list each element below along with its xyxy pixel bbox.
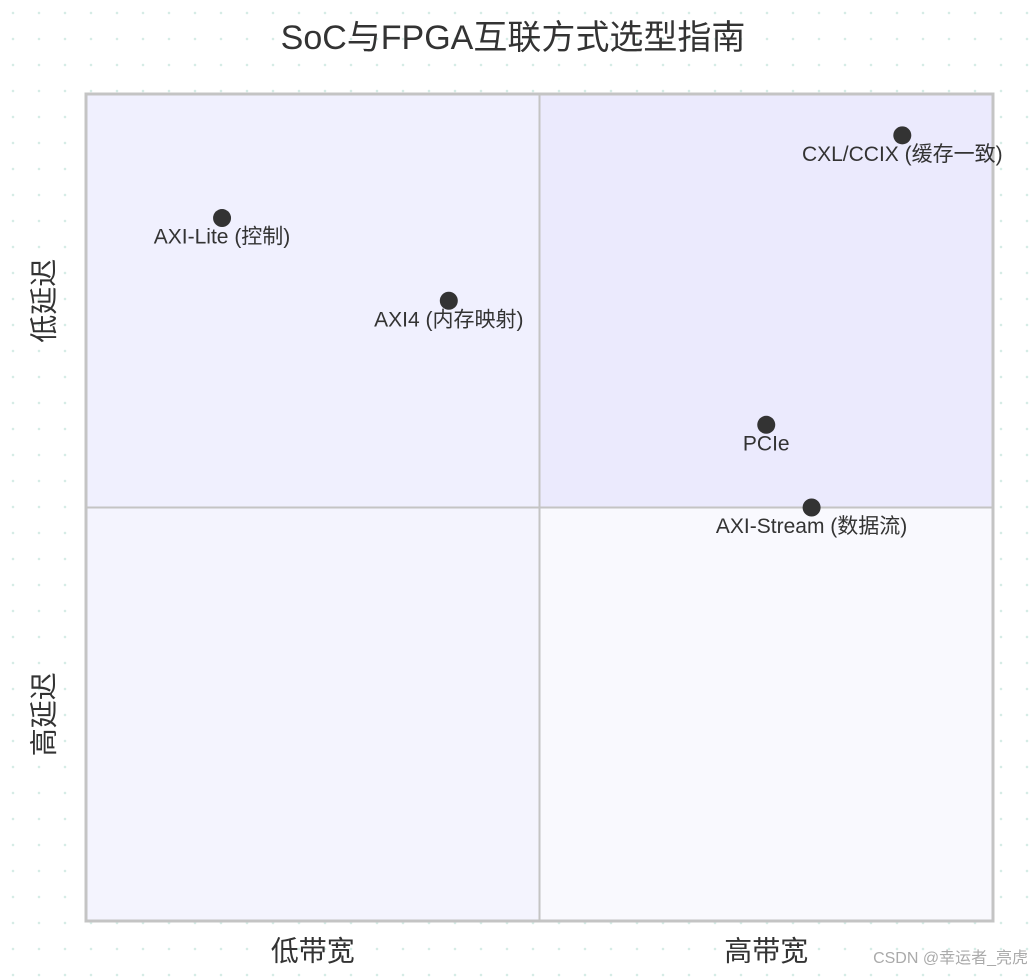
point (802, 498, 821, 517)
point (439, 291, 458, 310)
quadrant (539, 507, 993, 921)
quadrant (86, 94, 540, 508)
point (893, 126, 912, 145)
y-axis-label: 低延迟 (28, 259, 59, 343)
point-label: AXI-Stream (数据流) (716, 515, 907, 538)
x-axis-label: 高带宽 (724, 935, 808, 966)
point-label: AXI-Lite (控制) (154, 226, 291, 249)
y-axis-label: 高延迟 (28, 672, 59, 756)
point (213, 209, 232, 228)
point-label: CXL/CCIX (缓存一致) (802, 143, 1003, 166)
watermark: CSDN @幸运者_亮虎 (873, 949, 1028, 967)
plot-border (84, 92, 995, 923)
x-axis-label: 低带宽 (271, 935, 355, 966)
quadrant (539, 94, 993, 508)
quadrant (86, 507, 540, 921)
point-label: PCIe (743, 432, 790, 455)
point (757, 415, 776, 434)
chart-title: SoC与FPGA互联方式选型指南 (281, 19, 746, 57)
point-label: AXI4 (内存映射) (374, 308, 523, 331)
